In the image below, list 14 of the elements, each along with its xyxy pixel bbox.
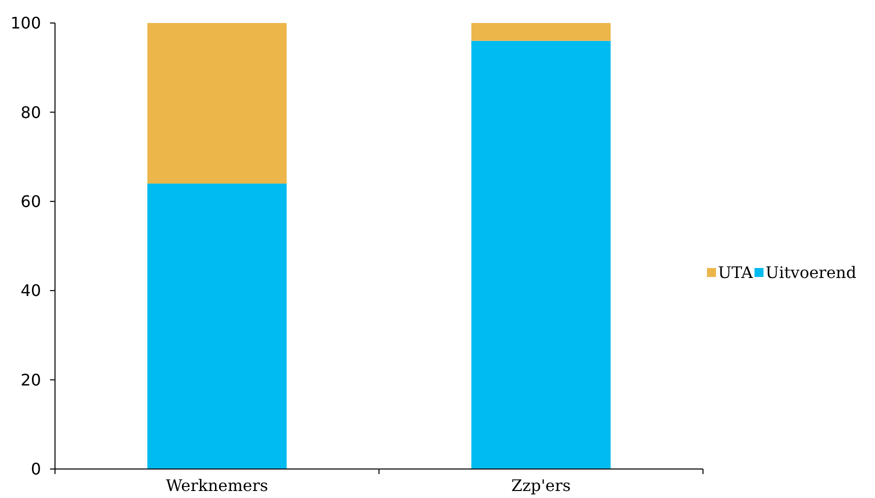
bar	[471, 23, 611, 41]
y-tick-label: 20	[20, 370, 41, 390]
y-tick-label: 60	[20, 192, 41, 211]
legend-label: Uitvoerend	[766, 263, 856, 282]
legend-label: UTA	[718, 263, 754, 282]
y-tick-label: 80	[20, 102, 41, 122]
bar	[147, 23, 287, 184]
bar	[471, 40, 611, 469]
x-tick-label: Zzp'ers	[511, 476, 571, 495]
bar	[147, 184, 287, 469]
y-tick-label: 100	[10, 14, 41, 33]
y-tick-label: 0	[30, 460, 41, 479]
y-tick-label: 40	[20, 281, 41, 300]
x-tick-label: Werknemers	[166, 476, 268, 495]
